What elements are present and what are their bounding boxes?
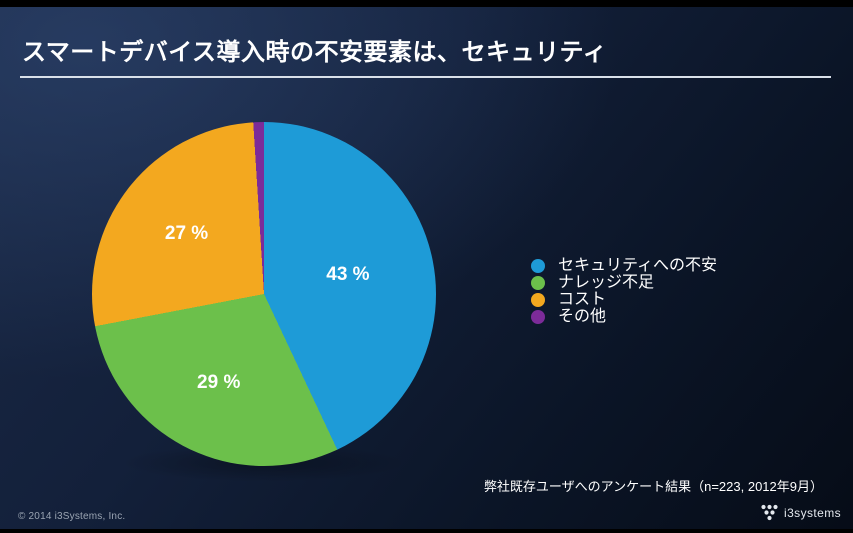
- legend-item: ナレッジ不足: [531, 274, 717, 291]
- survey-footnote: 弊社既存ユーザへのアンケート結果（n=223, 2012年9月）: [483, 479, 823, 494]
- legend-bullet: [531, 292, 545, 307]
- top-border: [0, 0, 853, 7]
- legend-label: セキュリティへの不安: [558, 257, 718, 274]
- legend-bullet: [531, 309, 545, 324]
- pie-slice-label: 27 %: [164, 222, 209, 244]
- chart-legend: セキュリティへの不安 ナレッジ不足 コスト その他: [531, 257, 717, 325]
- title-divider: [20, 76, 831, 78]
- copyright-text: © 2014 i3Systems, Inc.: [18, 511, 126, 522]
- i3systems-logo-text: i3systems: [784, 505, 841, 520]
- i3systems-logo-mark: [761, 504, 778, 521]
- legend-label: ナレッジ不足: [558, 274, 655, 291]
- legend-item: コスト: [531, 291, 717, 308]
- pie-slice-label: 29 %: [197, 371, 241, 393]
- legend-bullet: [531, 275, 545, 290]
- pie-chart: 43 % 29 % 27 %: [92, 122, 436, 466]
- pie-slice-label: 43 %: [326, 264, 370, 286]
- legend-bullet: [531, 258, 545, 273]
- legend-item: セキュリティへの不安: [531, 257, 717, 274]
- i3systems-logo: i3systems: [760, 504, 841, 521]
- legend-item: その他: [531, 308, 717, 325]
- pie-chart-area: 43 % 29 % 27 %: [92, 122, 436, 482]
- slide-title: スマートデバイス導入時の不安要素は、セキュリティ: [22, 39, 608, 66]
- legend-label: コスト: [558, 291, 607, 308]
- bottom-border: [0, 529, 853, 533]
- legend-label: その他: [558, 308, 607, 325]
